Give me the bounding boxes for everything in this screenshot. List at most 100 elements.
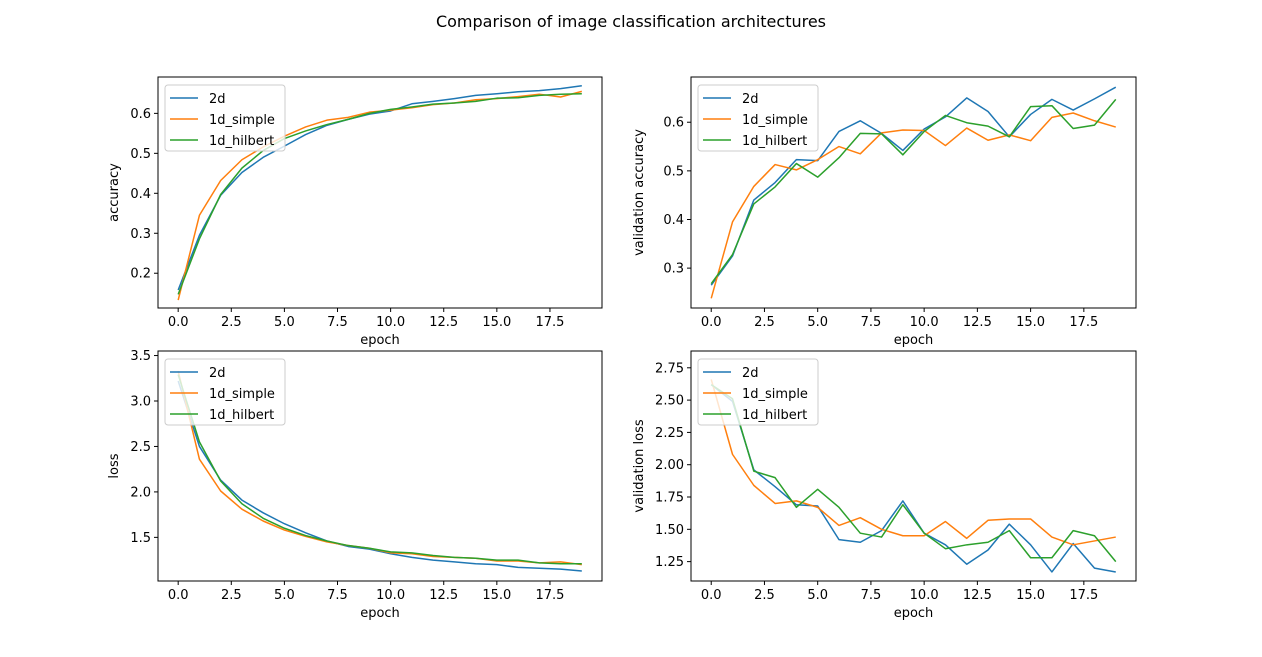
- x-tick-label: 12.5: [429, 588, 458, 603]
- subplot-4: 0.0 2.5 5.0 7.5 10.0 12.5 15.0 17.5 1.25 1.50 1.75…: [632, 350, 1137, 621]
- subplot-2: 0.0 2.5 5.0 7.5 10.0 12.5 15.0 17.5 0.3 0.4 0.5 0.6…: [632, 76, 1137, 348]
- figure-title: Comparison of image classification archi…: [436, 12, 826, 31]
- legend-label-2d: 2d: [742, 92, 759, 107]
- series-line-2d: [177, 85, 582, 291]
- legend: 2d 1d_simple 1d_hilbert: [164, 358, 286, 426]
- y-axis-label: accuracy: [107, 163, 122, 222]
- legend-label-1d_hilbert: 1d_hilbert: [742, 134, 807, 149]
- y-tick-label: 2.5: [130, 440, 151, 455]
- y-tick-label: 0.5: [663, 164, 684, 179]
- x-tick-label: 0.0: [168, 588, 189, 603]
- legend-box: [164, 358, 286, 426]
- axes-frame: [690, 76, 1137, 309]
- legend-label-2d: 2d: [742, 366, 759, 381]
- y-tick-label: 1.50: [655, 523, 684, 538]
- y-tick-label: 1.75: [655, 491, 684, 506]
- legend-label-1d_simple: 1d_simple: [209, 113, 275, 128]
- y-tick-label: 0.3: [663, 262, 684, 277]
- x-tick-label: 2.5: [221, 315, 242, 330]
- x-tick-label: 10.0: [376, 315, 405, 330]
- y-tick-label: 1.25: [655, 555, 684, 570]
- x-tick-label: 5.0: [274, 315, 295, 330]
- x-tick-label: 2.5: [221, 588, 242, 603]
- y-tick-label: 2.00: [655, 458, 684, 473]
- y-tick-label: 2.75: [655, 361, 684, 376]
- x-tick-label: 0.0: [701, 315, 722, 330]
- legend-label-1d_simple: 1d_simple: [742, 387, 808, 402]
- subplot-1: 0.0 2.5 5.0 7.5 10.0 12.5 15.0 17.5 0.2 0.3 0.4 0.5…: [107, 76, 603, 348]
- x-tick-label: 2.5: [754, 588, 775, 603]
- legend-label-2d: 2d: [209, 92, 226, 107]
- x-tick-label: 5.0: [274, 588, 295, 603]
- series-line-2d: [710, 86, 1117, 286]
- x-tick-label: 10.0: [910, 315, 939, 330]
- x-tick-label: 7.5: [327, 315, 348, 330]
- axes-frame: [157, 350, 603, 582]
- y-tick-label: 0.4: [130, 187, 151, 202]
- x-axis-label: epoch: [360, 333, 400, 348]
- x-axis-label: epoch: [894, 606, 934, 621]
- x-tick-label: 17.5: [1069, 588, 1098, 603]
- y-tick-label: 0.6: [130, 107, 151, 122]
- y-tick-label: 2.50: [655, 394, 684, 409]
- y-axis-label: validation loss: [632, 419, 647, 512]
- x-tick-label: 0.0: [701, 588, 722, 603]
- x-tick-label: 7.5: [327, 588, 348, 603]
- series-line-1d_hilbert: [177, 374, 582, 565]
- x-tick-label: 15.0: [1016, 588, 1045, 603]
- legend-label-1d_simple: 1d_simple: [209, 387, 275, 402]
- y-axis-label: validation accuracy: [632, 129, 647, 256]
- series-line-1d_hilbert: [177, 93, 582, 295]
- x-tick-label: 12.5: [963, 315, 992, 330]
- x-tick-label: 15.0: [1016, 315, 1045, 330]
- x-axis-label: epoch: [360, 606, 400, 621]
- y-tick-label: 0.4: [663, 213, 684, 228]
- legend-label-1d_simple: 1d_simple: [742, 113, 808, 128]
- y-tick-label: 1.5: [130, 531, 151, 546]
- y-tick-label: 0.6: [663, 116, 684, 131]
- x-tick-label: 12.5: [429, 315, 458, 330]
- x-tick-label: 15.0: [482, 315, 511, 330]
- x-tick-label: 10.0: [376, 588, 405, 603]
- x-tick-label: 17.5: [535, 315, 564, 330]
- legend-box: [164, 84, 286, 152]
- series-line-1d_hilbert: [710, 98, 1117, 285]
- y-tick-label: 0.2: [130, 267, 151, 282]
- axes-frame: [157, 76, 603, 309]
- legend: 2d 1d_simple 1d_hilbert: [697, 358, 819, 426]
- series-line-1d_simple: [710, 112, 1116, 299]
- x-axis-label: epoch: [894, 333, 934, 348]
- y-tick-label: 3.5: [130, 349, 151, 364]
- x-tick-label: 5.0: [807, 315, 828, 330]
- legend-label-1d_hilbert: 1d_hilbert: [209, 408, 274, 423]
- x-tick-label: 17.5: [535, 588, 564, 603]
- y-tick-label: 0.3: [130, 227, 151, 242]
- x-tick-label: 7.5: [861, 588, 882, 603]
- series-line-2d: [710, 384, 1116, 573]
- series-line-1d_hilbert: [710, 383, 1117, 563]
- x-tick-label: 5.0: [807, 588, 828, 603]
- y-axis-label: loss: [107, 453, 122, 478]
- x-tick-label: 2.5: [754, 315, 775, 330]
- legend-label-1d_hilbert: 1d_hilbert: [209, 134, 274, 149]
- x-tick-label: 7.5: [861, 315, 882, 330]
- x-tick-label: 0.0: [168, 315, 189, 330]
- y-tick-label: 3.0: [130, 395, 151, 410]
- x-tick-label: 12.5: [963, 588, 992, 603]
- axes-frame: [690, 350, 1137, 582]
- y-tick-label: 2.25: [655, 426, 684, 441]
- legend-box: [697, 84, 819, 152]
- x-tick-label: 15.0: [482, 588, 511, 603]
- legend-box: [697, 358, 819, 426]
- series-line-2d: [177, 380, 582, 572]
- legend: 2d 1d_simple 1d_hilbert: [164, 84, 286, 152]
- y-tick-label: 0.5: [130, 147, 151, 162]
- x-tick-label: 10.0: [910, 588, 939, 603]
- legend-label-2d: 2d: [209, 366, 226, 381]
- x-tick-label: 17.5: [1069, 315, 1098, 330]
- legend: 2d 1d_simple 1d_hilbert: [697, 84, 819, 152]
- series-line-1d_simple: [710, 379, 1116, 546]
- legend-label-1d_hilbert: 1d_hilbert: [742, 408, 807, 423]
